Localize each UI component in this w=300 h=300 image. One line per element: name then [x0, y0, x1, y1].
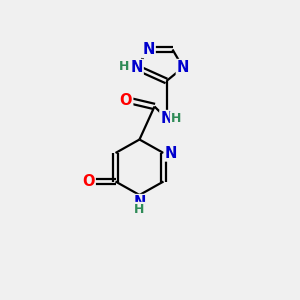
- Text: N: N: [160, 111, 173, 126]
- Text: N: N: [177, 60, 189, 75]
- Text: H: H: [171, 112, 181, 125]
- Text: N: N: [130, 60, 143, 75]
- Text: H: H: [134, 203, 145, 216]
- Text: N: N: [133, 195, 146, 210]
- Text: O: O: [120, 93, 132, 108]
- Text: N: N: [165, 146, 177, 160]
- Text: H: H: [119, 60, 129, 74]
- Text: N: N: [142, 42, 155, 57]
- Text: O: O: [82, 174, 95, 189]
